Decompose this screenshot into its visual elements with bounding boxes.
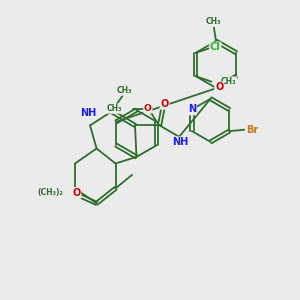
Text: CH₃: CH₃ (221, 77, 236, 86)
Text: CH₃: CH₃ (206, 17, 221, 26)
Text: N: N (188, 104, 196, 115)
Text: Cl: Cl (210, 42, 220, 52)
Text: O: O (144, 103, 152, 112)
Text: CH₃: CH₃ (117, 86, 132, 95)
Text: (CH₃)₂: (CH₃)₂ (38, 188, 64, 196)
Text: O: O (215, 82, 223, 92)
Text: NH: NH (172, 137, 189, 147)
Text: O: O (160, 99, 169, 109)
Text: Br: Br (246, 124, 258, 135)
Text: NH: NH (80, 108, 97, 118)
Text: O: O (72, 188, 81, 198)
Text: CH₃: CH₃ (107, 104, 123, 113)
